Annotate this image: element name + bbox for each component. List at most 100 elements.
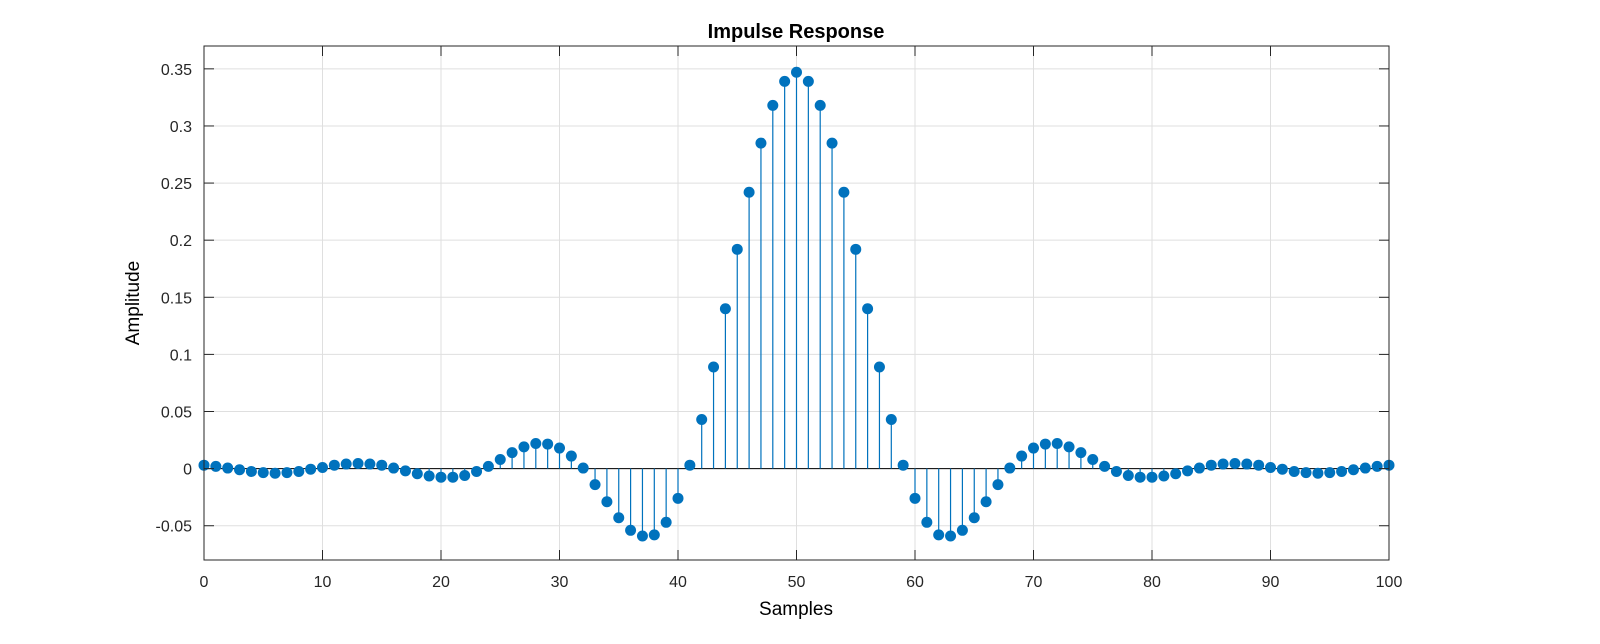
stem-marker: [1051, 437, 1063, 449]
stem-marker: [684, 459, 696, 471]
stem-marker: [1193, 462, 1205, 474]
y-tick-label: 0.2: [170, 233, 192, 250]
x-axis-title: Samples: [759, 599, 833, 620]
stem-marker: [482, 460, 494, 472]
stem-marker: [696, 414, 708, 426]
stem-marker: [826, 137, 838, 149]
stem-marker: [1158, 470, 1170, 482]
stem-marker: [376, 459, 388, 471]
stem-marker: [660, 516, 672, 528]
stem-marker: [1288, 465, 1300, 477]
stem-marker: [1110, 465, 1122, 477]
x-tick-labels: 0 10 20 30 40 50 60 70 80 90 100: [200, 574, 1403, 591]
stem-marker: [648, 529, 660, 541]
stem-marker: [1075, 447, 1087, 459]
stem-marker: [257, 467, 269, 479]
stem-marker: [435, 471, 447, 483]
stem-marker: [269, 467, 281, 479]
x-tick-label: 70: [1025, 574, 1043, 591]
stem-marker: [1241, 458, 1253, 470]
stem-marker: [980, 496, 992, 508]
stem-marker: [885, 414, 897, 426]
stem-marker: [399, 465, 411, 477]
stem-marker: [1016, 450, 1028, 462]
stem-marker: [494, 453, 506, 465]
stem-marker: [1134, 471, 1146, 483]
y-tick-label: 0.3: [170, 119, 192, 136]
x-tick-label: 80: [1143, 574, 1161, 591]
x-tick-label: 0: [200, 574, 209, 591]
stem-marker: [388, 462, 400, 474]
y-tick-label: 0: [183, 462, 192, 479]
stem-marker: [317, 461, 328, 473]
y-tick-label: 0.15: [161, 290, 192, 307]
stem-marker: [601, 496, 613, 508]
stem-marker: [814, 99, 826, 111]
stem-marker: [459, 469, 471, 481]
stem-marker: [968, 512, 980, 524]
stem-marker: [755, 137, 767, 149]
stem-marker: [1265, 461, 1276, 473]
stem-marker: [565, 450, 577, 462]
y-tick-label: 0.25: [161, 176, 192, 193]
x-tick-label: 30: [551, 574, 569, 591]
x-tick-label: 50: [788, 574, 806, 591]
stem-marker: [719, 303, 731, 315]
stem-marker: [530, 437, 542, 449]
stem-marker: [1063, 441, 1075, 453]
stem-marker: [222, 462, 234, 474]
stem-marker: [1229, 457, 1241, 469]
stem-marker: [281, 467, 293, 479]
stem-marker: [838, 186, 850, 198]
stem-marker: [1087, 453, 1099, 465]
stem-marker: [933, 529, 945, 541]
stem-marker: [992, 479, 1004, 491]
stem-marker: [234, 464, 246, 476]
stem-marker: [956, 524, 968, 536]
stem-marker: [506, 447, 518, 459]
stem-marker: [352, 457, 364, 469]
stem-marker: [340, 458, 352, 470]
x-tick-label: 40: [669, 574, 687, 591]
y-tick-label: 0.1: [170, 347, 192, 364]
stem-marker: [210, 460, 222, 472]
stem-marker: [1170, 468, 1182, 480]
stem-marker: [613, 512, 625, 524]
stem-marker: [411, 468, 423, 480]
stem-marker: [625, 524, 637, 536]
stem-marker: [767, 99, 779, 111]
stem-marker: [1371, 460, 1383, 472]
stem-marker: [293, 465, 305, 477]
y-tick-labels: -0.05 0 0.05 0.1 0.15 0.2 0.25 0.3 0.35: [156, 62, 193, 536]
axis-ticks: [203, 46, 1390, 560]
stem-marker: [471, 465, 483, 477]
y-tick-label: 0.35: [161, 62, 192, 79]
y-axis-title: Amplitude: [123, 261, 144, 346]
stem-marker: [447, 471, 459, 483]
stem-marker: [636, 530, 648, 542]
stem-marker: [423, 470, 435, 482]
stem-marker: [850, 243, 862, 255]
stem-marker: [921, 516, 933, 528]
stem-marker: [1039, 438, 1051, 450]
stem-marker: [708, 361, 720, 373]
stem-marker: [1205, 459, 1217, 471]
x-tick-label: 60: [906, 574, 924, 591]
stem-marker: [1146, 471, 1158, 483]
stem-marker: [1276, 463, 1288, 475]
y-tick-label: 0.05: [161, 405, 192, 422]
stem-marker: [779, 75, 791, 87]
stem-marker: [589, 479, 601, 491]
stem-marker: [1099, 460, 1111, 472]
stem-marker: [577, 462, 589, 474]
stem-marker: [328, 459, 340, 471]
stem-marker: [897, 459, 909, 471]
stem-marker: [672, 492, 684, 504]
stem-marker: [743, 186, 755, 198]
stem-marker: [542, 438, 554, 450]
stem-marker: [791, 66, 802, 78]
stem-marker: [1004, 462, 1016, 474]
stem-marker: [305, 463, 317, 475]
stem-marker: [945, 530, 957, 542]
